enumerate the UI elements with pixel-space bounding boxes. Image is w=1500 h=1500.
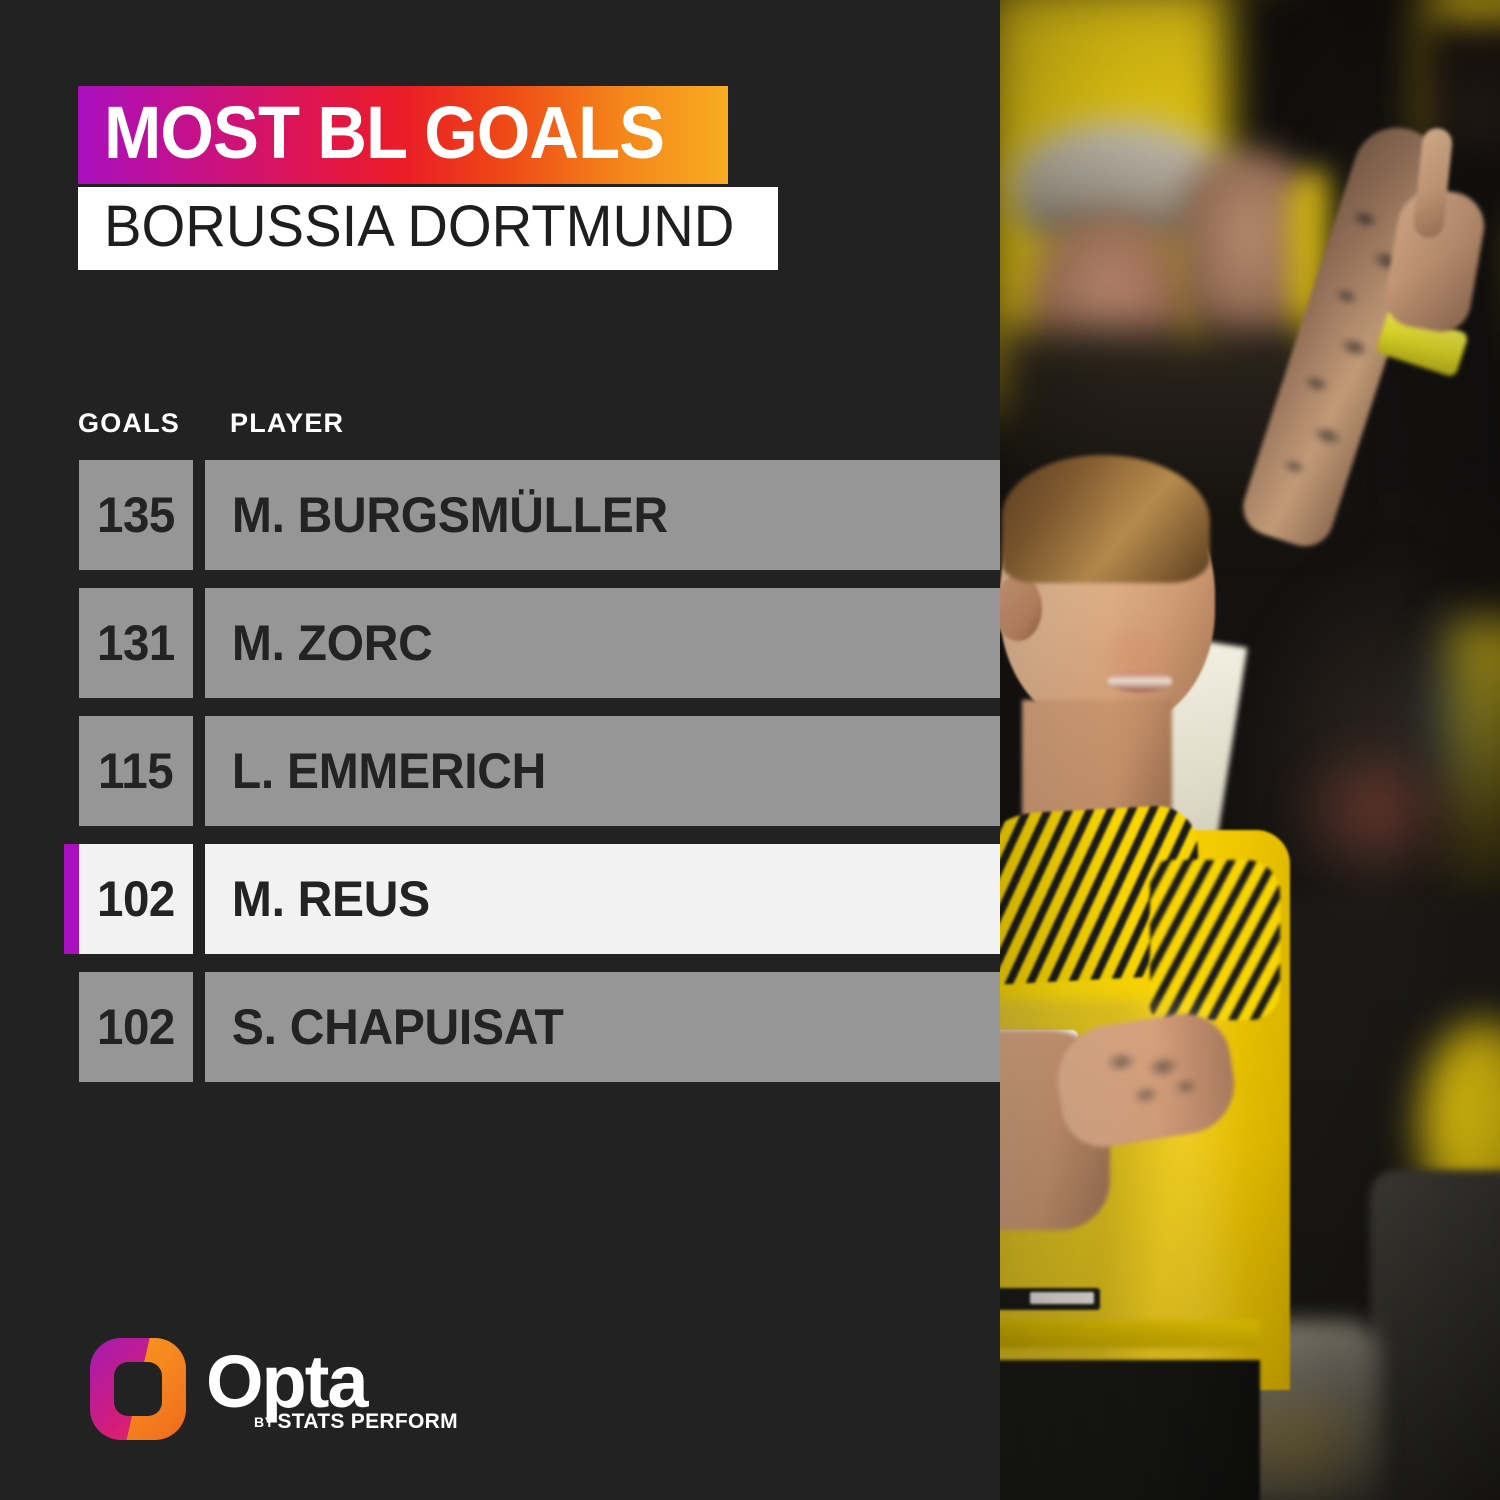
table-row[interactable]: 131 M. ZORC	[0, 588, 1000, 698]
goals-value: 102	[97, 871, 175, 927]
goals-cell: 135	[79, 460, 193, 570]
title-banner: MOST BL GOALS	[78, 86, 729, 184]
player-name: M. BURGSMÜLLER	[231, 487, 668, 543]
goals-value: 131	[97, 615, 175, 671]
player-cell: M. REUS	[205, 844, 1000, 954]
player-name: S. CHAPUISAT	[231, 999, 564, 1055]
column-header-goals: GOALS	[78, 408, 181, 438]
player-cell: S. CHAPUISAT	[205, 972, 1000, 1082]
opta-tagline: BY STATS PERFORM	[254, 1410, 458, 1434]
dugout-seat	[1370, 1170, 1500, 1500]
player-name: M. ZORC	[231, 615, 433, 671]
goals-cell: 102	[79, 844, 193, 954]
background-blur-red	[1290, 740, 1460, 880]
page-title: MOST BL GOALS	[104, 91, 665, 174]
player-name: M. REUS	[231, 871, 430, 927]
table-row[interactable]: 102 S. CHAPUISAT	[0, 972, 1000, 1082]
player-cell: L. EMMERICH	[205, 716, 1000, 826]
opta-name: Opta	[206, 1340, 369, 1423]
player-shorts	[1000, 1360, 1260, 1500]
puma-hem-text	[1030, 1292, 1094, 1304]
page-subtitle: BORUSSIA DORTMUND	[104, 194, 735, 259]
player-photo	[1000, 0, 1500, 1500]
row-accent-bar	[64, 844, 79, 954]
player-ear	[1000, 575, 1042, 641]
jersey-stripes-sleeve	[1150, 860, 1280, 1020]
subtitle-banner: BORUSSIA DORTMUND	[78, 187, 778, 270]
goals-cell: 115	[79, 716, 193, 826]
column-header-player: PLAYER	[230, 408, 345, 438]
photo-vignette	[1000, 0, 1500, 1500]
stats-panel: MOST BL GOALS BORUSSIA DORTMUND GOALS PL…	[0, 86, 1000, 1440]
table-row-highlighted[interactable]: 102 M. REUS	[0, 844, 1000, 954]
player-name: L. EMMERICH	[231, 743, 547, 799]
opta-provider-label: STATS PERFORM	[277, 1410, 458, 1433]
goals-value: 102	[97, 999, 175, 1055]
player-cell: M. ZORC	[205, 588, 1000, 698]
goals-value: 135	[97, 487, 175, 543]
table-row[interactable]: 135 M. BURGSMÜLLER	[0, 460, 1000, 570]
opta-wordmark: Opta BY STATS PERFORM	[206, 1340, 458, 1433]
table-row[interactable]: 115 L. EMMERICH	[0, 716, 1000, 826]
title-block: MOST BL GOALS BORUSSIA DORTMUND	[78, 86, 1000, 270]
jersey-hem	[1000, 1320, 1260, 1348]
player-cell: M. BURGSMÜLLER	[205, 460, 1000, 570]
player-hair	[1002, 455, 1210, 583]
stats-table: 135 M. BURGSMÜLLER 131 M. ZORC 115	[0, 460, 1000, 1100]
background-blur-yellow-mid	[1450, 620, 1500, 920]
opta-by-label: BY	[254, 1414, 275, 1430]
opta-mark-icon	[90, 1338, 186, 1440]
goals-cell: 131	[79, 588, 193, 698]
goals-cell: 102	[79, 972, 193, 1082]
player-mouth	[1108, 672, 1172, 692]
goals-value: 115	[98, 743, 174, 799]
